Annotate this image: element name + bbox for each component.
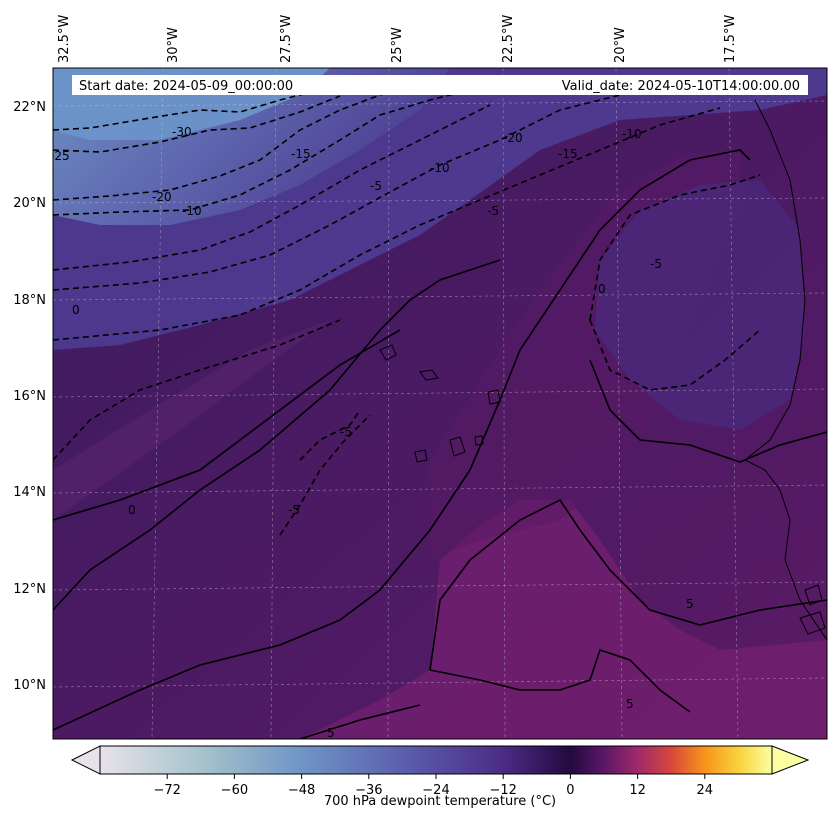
contour-label: 5 xyxy=(686,597,694,611)
contour-label: -15 xyxy=(558,147,578,161)
contour-label: -20 xyxy=(152,190,172,204)
colorbar-tick-label: −60 xyxy=(221,783,248,798)
contour-label: -15 xyxy=(291,147,311,161)
contour-label: 5 xyxy=(626,697,634,711)
latitude-labels: 22°N 20°N 18°N 16°N 14°N 12°N 10°N xyxy=(13,100,46,693)
longitude-label: 25°W xyxy=(390,27,405,63)
longitude-label: 17.5°W xyxy=(723,15,738,63)
colorbar-extend-high xyxy=(771,745,810,775)
colorbar-tick-label: −24 xyxy=(422,783,449,798)
colorbar-tick-label: −12 xyxy=(489,783,516,798)
contour-label: -20 xyxy=(503,131,523,145)
contour-label: -5 xyxy=(370,179,382,193)
contour-label: 5 xyxy=(327,726,335,740)
positive-contours xyxy=(53,149,827,739)
latitude-label: 10°N xyxy=(13,678,46,693)
start-date-text: Start date: 2024-05-09_00:00:00 xyxy=(79,79,293,94)
contour-label: -10 xyxy=(182,204,202,218)
colorbar-extend-low xyxy=(70,745,101,775)
contour-label: -10 xyxy=(430,161,450,175)
colorbar-tick-label: 24 xyxy=(697,783,714,798)
contour-label: -5 xyxy=(288,503,300,517)
date-info-box xyxy=(72,75,808,95)
colorbar-tick-label: −36 xyxy=(355,783,382,798)
contour-label: -5 xyxy=(340,425,352,439)
colorbar-ticks: −72 −60 −48 −36 −24 −12 0 12 24 xyxy=(153,774,713,798)
longitude-labels: 32.5°W 30°W 27.5°W 25°W 22.5°W 20°W 17.5… xyxy=(57,15,738,63)
colorbar-tick-label: −48 xyxy=(288,783,315,798)
latitude-label: 20°N xyxy=(13,196,46,211)
colorbar-label: 700 hPa dewpoint temperature (°C) xyxy=(324,794,556,809)
dry-pocket-east xyxy=(595,180,805,430)
latitude-label: 16°N xyxy=(13,389,46,404)
longitude-label: 30°W xyxy=(166,27,181,63)
latitude-label: 12°N xyxy=(13,582,46,597)
latitude-label: 22°N xyxy=(13,100,46,115)
map-panel: -30 -25 -20 -20 -15 -15 -10 -10 -10 -5 -… xyxy=(50,68,827,740)
colorbar: −72 −60 −48 −36 −24 −12 0 12 24 700 hPa dewpoint… xyxy=(70,745,810,809)
longitude-label: 32.5°W xyxy=(57,15,72,63)
moist-streak-west xyxy=(53,320,330,520)
colorbar-gradient xyxy=(99,745,773,775)
colorbar-tick-label: −72 xyxy=(153,783,180,798)
contour-label: -5 xyxy=(487,204,499,218)
latitude-label: 14°N xyxy=(13,485,46,500)
contour-label: -25 xyxy=(50,149,70,163)
colorbar-tick-label: 12 xyxy=(629,783,646,798)
contour-label: -10 xyxy=(622,127,642,141)
latitude-label: 18°N xyxy=(13,293,46,308)
negative-contours xyxy=(53,84,761,536)
graticule xyxy=(53,68,827,739)
map-frame xyxy=(52,67,828,740)
contour-label: 0 xyxy=(598,282,606,296)
contour-labels: -30 -25 -20 -20 -15 -15 -10 -10 -10 -5 -… xyxy=(50,125,694,740)
contour-label: -5 xyxy=(650,257,662,271)
longitude-label: 20°W xyxy=(613,27,628,63)
colorbar-tick-label: 0 xyxy=(566,783,574,798)
contour-label: 0 xyxy=(72,303,80,317)
longitude-label: 27.5°W xyxy=(279,15,294,63)
coastline xyxy=(379,99,827,641)
longitude-label: 22.5°W xyxy=(501,15,516,63)
contour-label: 0 xyxy=(128,503,136,517)
valid-date-text: Valid_date: 2024-05-10T14:00:00.00 xyxy=(562,79,800,94)
contour-label: -30 xyxy=(172,125,192,139)
